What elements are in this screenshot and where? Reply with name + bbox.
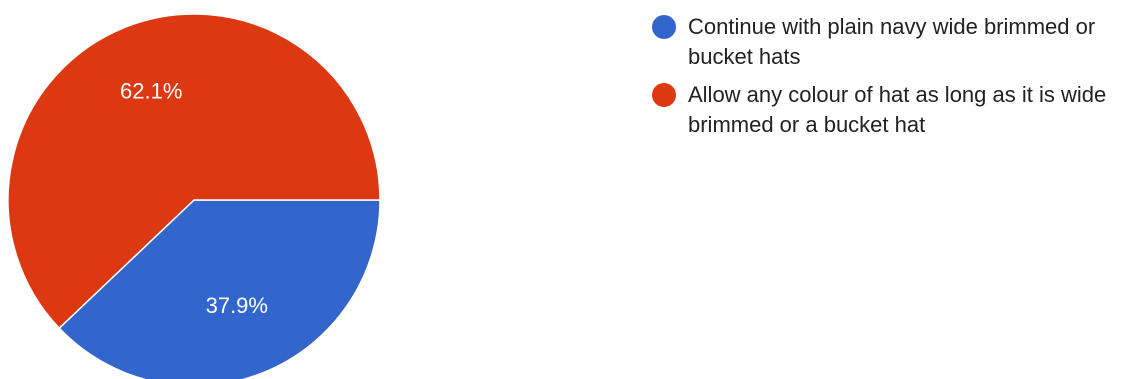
pie-label-navy-hats: 37.9% xyxy=(206,293,268,318)
legend-label-navy-hats: Continue with plain navy wide brimmed or… xyxy=(688,14,1096,69)
legend-swatch-any-colour xyxy=(652,83,676,107)
pie-label-any-colour: 62.1% xyxy=(120,79,182,104)
legend-label-any-colour: Allow any colour of hat as long as it is… xyxy=(688,82,1107,137)
pie-chart-svg: 37.9% 62.1% xyxy=(7,13,381,379)
pie-slice-any-colour[interactable] xyxy=(7,13,381,330)
legend-swatch-navy-hats xyxy=(652,15,676,39)
chart-legend: Continue with plain navy wide brimmed or… xyxy=(652,12,1122,148)
pie-slice-navy-hats[interactable] xyxy=(58,199,381,379)
legend-item-navy-hats[interactable]: Continue with plain navy wide brimmed or… xyxy=(652,12,1122,72)
legend-item-any-colour[interactable]: Allow any colour of hat as long as it is… xyxy=(652,80,1122,140)
